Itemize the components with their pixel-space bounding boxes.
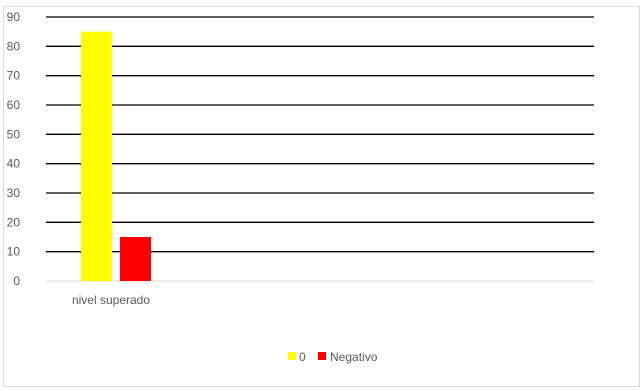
y-tick-label: 30 xyxy=(7,186,21,200)
legend: 0 Negativo xyxy=(288,350,378,364)
bar-series-0 xyxy=(81,31,112,281)
legend-swatch xyxy=(318,352,326,360)
y-tick-label: 70 xyxy=(7,69,21,83)
y-axis-tick-labels: 0 10 20 30 40 50 60 70 80 90 xyxy=(7,10,21,288)
legend-label: Negativo xyxy=(330,350,378,364)
y-tick-label: 0 xyxy=(13,274,20,288)
bars xyxy=(81,31,151,281)
legend-swatch xyxy=(288,352,296,360)
y-tick-label: 10 xyxy=(7,245,21,259)
y-tick-label: 50 xyxy=(7,127,21,141)
y-tick-label: 20 xyxy=(7,215,21,229)
y-tick-label: 80 xyxy=(7,39,21,53)
category-label: nivel superado xyxy=(72,293,150,307)
bar-series-negativo xyxy=(120,237,151,281)
y-tick-label: 60 xyxy=(7,98,21,112)
x-axis-category-labels: nivel superado xyxy=(72,293,150,307)
legend-label: 0 xyxy=(299,350,306,364)
y-tick-label: 40 xyxy=(7,157,21,171)
y-tick-label: 90 xyxy=(7,10,21,24)
